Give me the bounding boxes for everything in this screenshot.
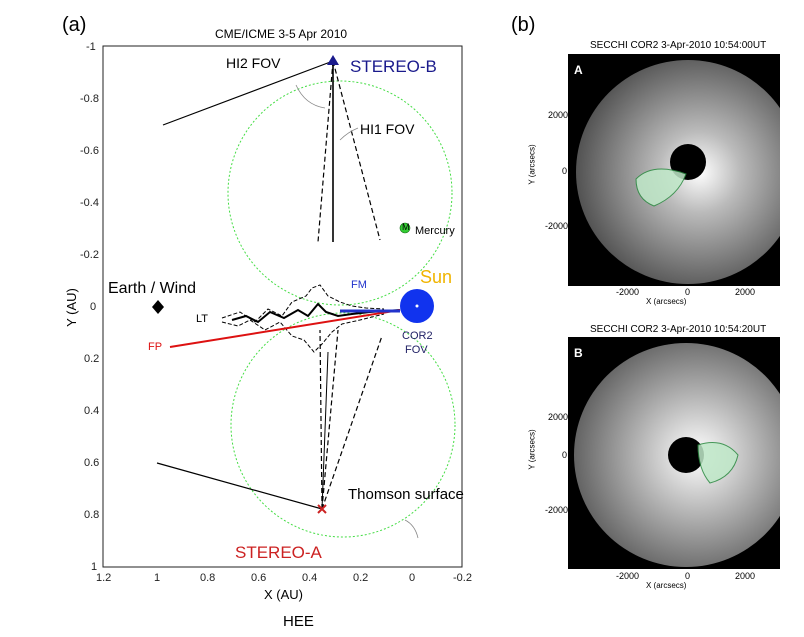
cor2-b-xtick: -2000 — [616, 571, 640, 581]
mercury-marker — [399, 222, 411, 234]
stereo-a-marker — [317, 504, 327, 514]
cor2-a-xtick: -2000 — [616, 287, 640, 297]
hi1-pointer — [339, 127, 359, 141]
lt-track — [231, 302, 401, 324]
stereo-b-marker — [327, 55, 339, 65]
x-tick: 1.2 — [96, 572, 112, 584]
cor2-a-ylabel: Y (arcsecs) — [527, 144, 537, 185]
y-tick: -0.2 — [80, 249, 99, 261]
y-tick: -0.6 — [80, 145, 99, 157]
panel-b-label: (b) — [511, 14, 536, 36]
x-tick: 1 — [154, 572, 161, 584]
cor2-a-ytick: -2000 — [545, 221, 569, 231]
hi1-fov-label: HI1 FOV — [360, 121, 415, 137]
y-tick: -0.8 — [80, 93, 99, 105]
cor2-fov-label-1: COR2 — [402, 330, 433, 342]
panel-a-title: CME/ICME 3-5 Apr 2010 — [215, 27, 348, 41]
cor2-a-xtick: 0 — [685, 287, 691, 297]
cor2-b-xtick: 2000 — [735, 571, 756, 581]
thomson-surface-label: Thomson surface — [348, 486, 464, 503]
hi1-fov-line-2 — [332, 60, 381, 241]
cor2-a-ytick: 2000 — [548, 110, 569, 120]
y-tick: 0.6 — [84, 457, 100, 469]
figure-caption: HEE — [283, 613, 314, 630]
y-tick: 1 — [91, 561, 98, 573]
lt-lower-envelope — [221, 313, 385, 353]
lt-upper-envelope — [221, 284, 385, 323]
cor2-image-b: B — [568, 337, 780, 569]
y-tick: 0.2 — [84, 353, 100, 365]
x-tick: 0.8 — [200, 572, 216, 584]
y-tick: -1 — [86, 41, 96, 53]
cor2-b-ytick: 2000 — [548, 412, 569, 422]
y-tick: 0 — [90, 301, 97, 313]
stereo-a-fov-3 — [321, 335, 383, 510]
cor2-a-ytick: 0 — [562, 166, 568, 176]
cor2-a-xtick: 2000 — [735, 287, 756, 297]
sun-center — [415, 304, 419, 308]
cor2-b-ylabel: Y (arcsecs) — [527, 429, 537, 470]
fm-label: FM — [351, 279, 367, 291]
y-axis-label: Y (AU) — [63, 288, 79, 327]
cor2-image-a-letter: A — [574, 63, 583, 77]
stereo-a-fov-1 — [319, 329, 323, 510]
stereo-a-fov-2 — [321, 329, 339, 510]
hi2-fov-line — [162, 60, 334, 126]
cor2-b-xtick: 0 — [685, 571, 691, 581]
thomson-pointer — [404, 519, 419, 539]
stereo-b-label: STEREO-B — [350, 57, 437, 76]
sun-label: Sun — [420, 267, 453, 287]
x-tick: 0 — [409, 572, 416, 584]
panel-a-plot — [102, 45, 463, 568]
fp-line — [169, 309, 401, 348]
cor2-image-b-letter: B — [574, 346, 583, 360]
earth-wind-label: Earth / Wind — [108, 280, 197, 297]
stereo-a-sunline — [321, 351, 329, 510]
cor2-b-xlabel: X (arcsecs) — [646, 581, 687, 590]
hi2-pointer — [295, 84, 326, 109]
earth-marker — [152, 300, 164, 314]
hi1-fov-line-1 — [317, 60, 334, 243]
mercury-label: Mercury — [415, 225, 455, 237]
x-tick: 0.2 — [353, 572, 369, 584]
cor2-b-ytick: -2000 — [545, 505, 569, 515]
thomson-circle-b — [227, 80, 453, 306]
cor2-a-xlabel: X (arcsecs) — [646, 297, 687, 306]
y-tick: -0.4 — [80, 197, 99, 209]
cor2-image-a: A — [568, 54, 780, 286]
mercury-marker-label: M — [402, 222, 410, 232]
stereo-a-hi2-line — [156, 462, 323, 510]
x-tick: -0.2 — [453, 572, 472, 584]
cor2-image-b-title: SECCHI COR2 3-Apr-2010 10:54:20UT — [590, 324, 767, 335]
cor2-fov-label-2: FOV — [405, 344, 428, 356]
fp-label: FP — [148, 341, 163, 353]
hi2-fov-label: HI2 FOV — [226, 55, 281, 71]
y-tick: 0.4 — [84, 405, 100, 417]
thomson-circle-a — [230, 312, 456, 538]
stereo-a-label: STEREO-A — [235, 543, 322, 562]
lt-label: LT — [196, 313, 209, 325]
plot-frame — [102, 45, 463, 568]
panel-a-label: (a) — [62, 14, 87, 36]
cor2-image-a-title: SECCHI COR2 3-Apr-2010 10:54:00UT — [590, 40, 767, 51]
x-tick: 0.6 — [251, 572, 267, 584]
cor2-b-ytick: 0 — [562, 450, 568, 460]
x-axis-label: X (AU) — [264, 587, 303, 602]
x-tick: 0.4 — [302, 572, 318, 584]
y-tick: 0.8 — [84, 509, 100, 521]
